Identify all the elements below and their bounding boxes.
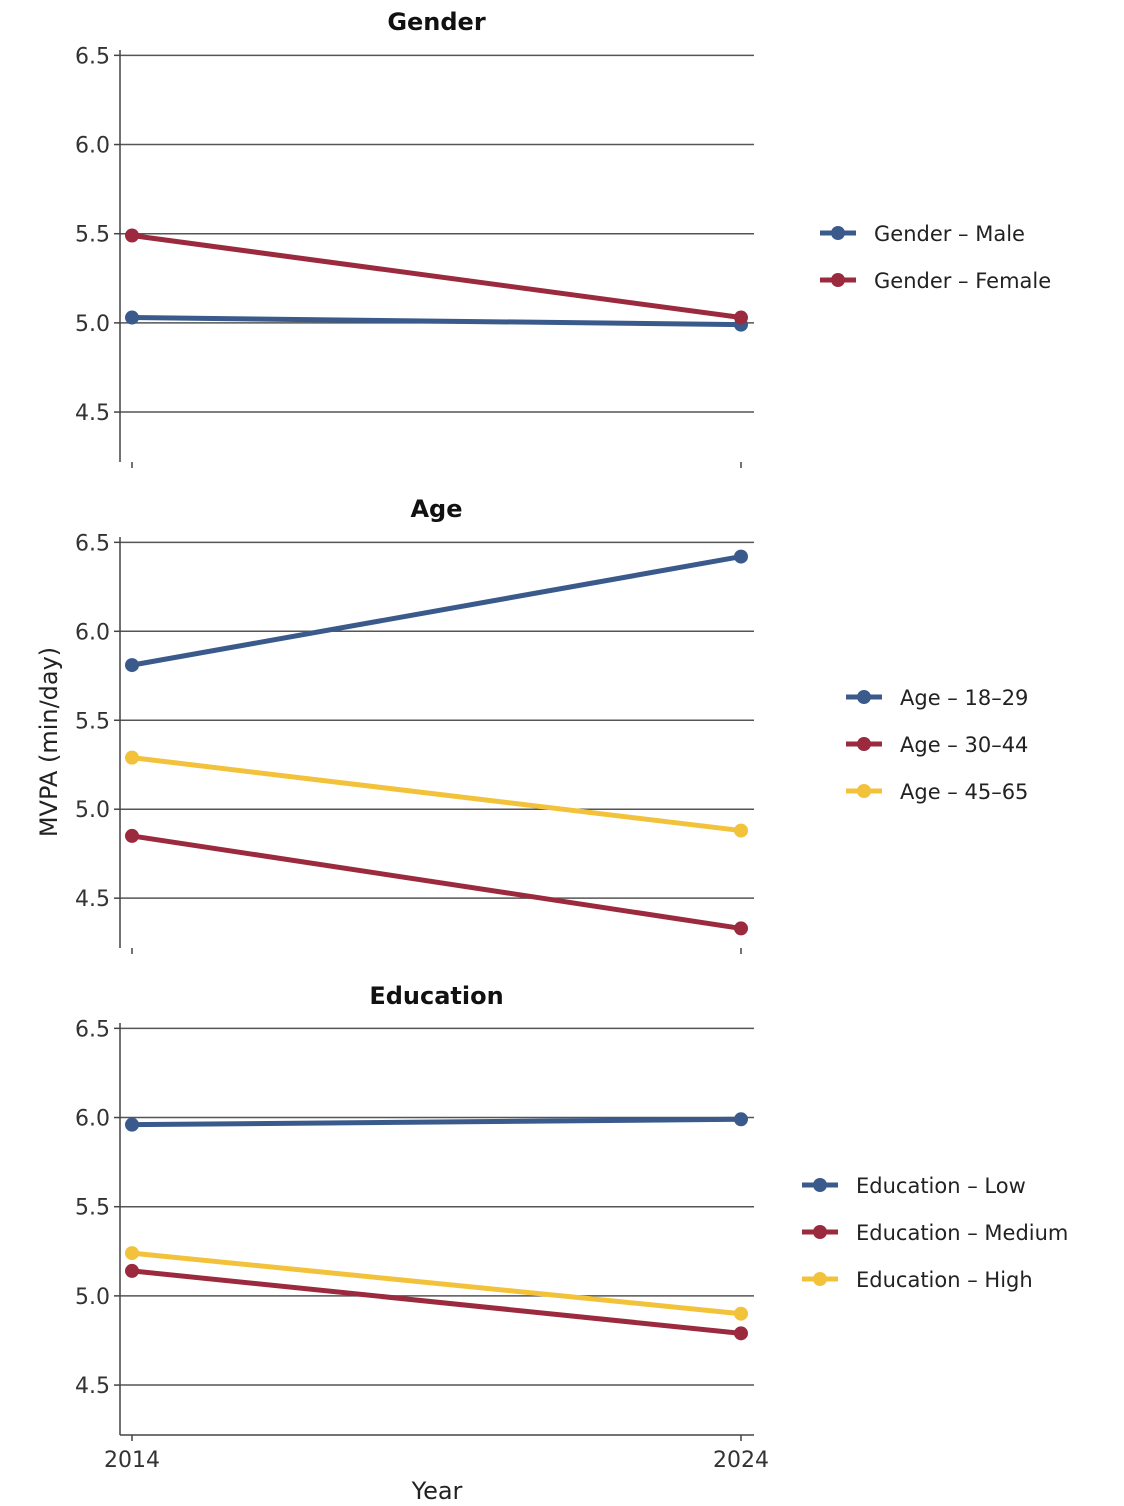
legend-label: Age – 45–65: [900, 780, 1028, 804]
y-tick-label: 6.0: [75, 1107, 110, 1132]
legend-swatch-marker: [813, 1178, 827, 1192]
data-point: [125, 228, 139, 243]
data-point: [125, 1117, 139, 1132]
y-tick-label: 5.5: [75, 1196, 110, 1221]
data-point: [734, 1326, 748, 1341]
legend-swatch-marker: [831, 226, 845, 240]
data-point: [125, 828, 139, 843]
legend-swatch-marker: [857, 784, 871, 798]
y-tick-label: 5.0: [75, 1285, 110, 1310]
series-line: [129, 1250, 744, 1317]
series-line: [129, 833, 744, 931]
x-tick-label: 2024: [713, 1448, 769, 1473]
data-point: [734, 549, 748, 564]
legend-label: Age – 18–29: [900, 686, 1028, 710]
series-line: [129, 315, 744, 328]
legend-label: Education – Low: [856, 1174, 1026, 1198]
series-line: [129, 1116, 744, 1128]
y-tick-label: 5.5: [75, 709, 110, 734]
legend-swatch-marker: [831, 273, 845, 287]
panel-title: Age: [410, 495, 462, 523]
x-tick-label: 2014: [104, 1448, 160, 1473]
data-point: [125, 750, 139, 765]
panel-title: Education: [369, 982, 503, 1010]
series-line: [129, 1268, 744, 1336]
y-tick-label: 6.0: [75, 620, 110, 645]
y-tick-label: 4.5: [75, 1374, 110, 1399]
data-point: [734, 1306, 748, 1321]
y-tick-label: 4.5: [75, 887, 110, 912]
y-tick-label: 5.0: [75, 798, 110, 823]
legend-label: Education – Medium: [856, 1221, 1068, 1245]
legend-label: Age – 30–44: [900, 733, 1028, 757]
legend-swatch-marker: [857, 737, 871, 751]
series-line: [129, 232, 744, 321]
data-point: [734, 921, 748, 936]
y-tick-label: 5.0: [75, 312, 110, 337]
y-tick-label: 6.0: [75, 134, 110, 159]
data-point: [125, 1263, 139, 1278]
data-point: [734, 823, 748, 838]
data-point: [125, 658, 139, 673]
y-tick-label: 6.5: [75, 531, 110, 556]
legend-label: Gender – Female: [874, 269, 1051, 293]
y-tick-label: 4.5: [75, 401, 110, 426]
panel-title: Gender: [387, 8, 486, 36]
data-point: [125, 1246, 139, 1261]
y-tick-label: 6.5: [75, 1017, 110, 1042]
legend-swatch-marker: [857, 690, 871, 704]
legend-label: Gender – Male: [874, 222, 1025, 246]
y-tick-label: 6.5: [75, 44, 110, 69]
legend-label: Education – High: [856, 1268, 1033, 1292]
series-line: [129, 755, 744, 834]
y-tick-label: 5.5: [75, 223, 110, 248]
legend-swatch-marker: [813, 1225, 827, 1239]
data-point: [734, 1112, 748, 1127]
series-line: [129, 554, 744, 668]
data-point: [734, 310, 748, 325]
data-point: [125, 310, 139, 325]
legend-swatch-marker: [813, 1272, 827, 1286]
x-axis-title: Year: [411, 1477, 463, 1505]
y-axis-title: MVPA (min/day): [35, 647, 63, 837]
